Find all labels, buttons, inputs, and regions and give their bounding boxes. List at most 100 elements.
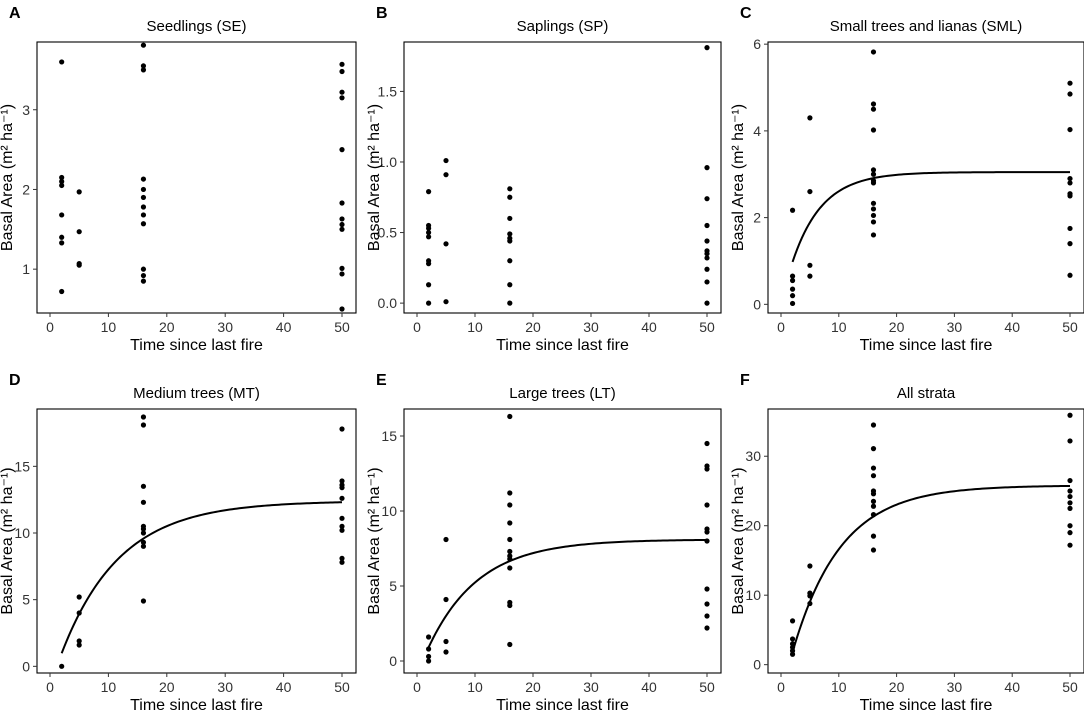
data-point bbox=[789, 651, 796, 657]
panel-f: F All strata 0 10 20 30 40 50 0 10 20 30 Time since … bbox=[730, 372, 1084, 714]
panel-title: Medium trees (MT) bbox=[133, 385, 260, 402]
x-tick-label: 40 bbox=[276, 679, 292, 695]
y-axis-label: Basal Area (m² ha⁻¹) bbox=[366, 104, 383, 251]
data-point bbox=[1067, 180, 1073, 186]
data-point bbox=[704, 466, 710, 472]
data-point bbox=[339, 478, 345, 484]
data-point bbox=[870, 180, 877, 186]
data-point bbox=[507, 258, 513, 264]
x-tick-label: 0 bbox=[777, 319, 785, 335]
data-point bbox=[1067, 126, 1073, 133]
x-tick-label: 50 bbox=[1062, 679, 1078, 695]
data-point bbox=[807, 262, 813, 268]
data-point bbox=[789, 277, 796, 284]
x-tick-label: 10 bbox=[101, 679, 117, 695]
y-tick-label: 15 bbox=[14, 458, 30, 474]
data-point bbox=[1067, 488, 1073, 494]
panel-title: Large trees (LT) bbox=[509, 385, 615, 402]
data-point bbox=[870, 212, 877, 219]
data-point bbox=[507, 238, 513, 244]
data-point bbox=[76, 642, 82, 648]
panel-letter: B bbox=[376, 5, 388, 22]
panel-letter: D bbox=[9, 372, 21, 389]
data-point bbox=[789, 273, 796, 279]
x-tick-label: 10 bbox=[831, 679, 847, 695]
data-point bbox=[140, 278, 147, 284]
y-tick-label: 1.5 bbox=[378, 83, 398, 99]
data-point bbox=[140, 526, 147, 532]
plot-frame bbox=[403, 41, 722, 314]
data-point bbox=[870, 206, 877, 212]
data-point bbox=[140, 530, 147, 536]
data-point bbox=[426, 225, 432, 231]
y-axis-label: Basal Area (m² ha⁻¹) bbox=[0, 467, 16, 614]
data-point bbox=[59, 288, 65, 295]
data-point bbox=[339, 265, 345, 271]
data-point bbox=[870, 49, 877, 55]
data-point bbox=[140, 598, 147, 604]
data-point bbox=[140, 67, 147, 73]
data-point bbox=[140, 543, 147, 549]
data-point bbox=[704, 45, 710, 51]
data-point bbox=[870, 498, 877, 504]
x-tick-label: 20 bbox=[525, 319, 541, 335]
y-tick-label: 15 bbox=[381, 428, 397, 444]
data-point bbox=[507, 548, 513, 555]
data-point bbox=[59, 174, 65, 181]
data-point bbox=[140, 42, 147, 48]
data-point bbox=[339, 485, 345, 491]
data-point bbox=[704, 440, 710, 447]
panel-letter: A bbox=[9, 5, 21, 22]
data-point bbox=[870, 547, 877, 553]
x-tick-label: 50 bbox=[334, 319, 350, 335]
data-point bbox=[1067, 272, 1073, 278]
data-point bbox=[339, 559, 345, 565]
data-point bbox=[1067, 175, 1073, 182]
data-point bbox=[339, 147, 345, 153]
data-point bbox=[789, 618, 796, 624]
x-tick-label: 30 bbox=[583, 679, 599, 695]
plot-frame bbox=[403, 408, 722, 674]
panel-title: Saplings (SP) bbox=[517, 18, 609, 35]
y-tick-label: 0.0 bbox=[378, 295, 398, 311]
data-point bbox=[1067, 438, 1073, 444]
data-point bbox=[426, 658, 432, 664]
data-point bbox=[870, 219, 877, 225]
y-tick-label: 1.0 bbox=[378, 154, 398, 170]
data-point bbox=[426, 653, 432, 660]
data-point bbox=[443, 157, 449, 164]
data-point bbox=[59, 59, 65, 65]
data-point bbox=[339, 216, 345, 222]
data-point bbox=[339, 426, 345, 432]
data-point bbox=[1067, 477, 1073, 484]
data-point bbox=[76, 229, 82, 235]
x-axis-label: Time since last fire bbox=[130, 337, 263, 354]
data-point bbox=[507, 186, 513, 192]
y-tick-label: 5 bbox=[22, 592, 30, 608]
y-tick-label: 2 bbox=[753, 210, 761, 226]
data-point bbox=[339, 200, 345, 206]
data-point bbox=[704, 300, 710, 306]
data-point bbox=[59, 212, 65, 218]
data-point bbox=[789, 293, 796, 299]
data-point bbox=[870, 446, 877, 452]
y-axis-label: Basal Area (m² ha⁻¹) bbox=[730, 467, 747, 614]
data-point bbox=[704, 601, 710, 607]
data-point bbox=[426, 229, 432, 236]
data-point bbox=[443, 536, 449, 543]
plot-frame bbox=[36, 408, 357, 674]
data-point bbox=[704, 529, 710, 535]
data-point bbox=[507, 413, 513, 420]
data-point bbox=[1067, 493, 1073, 500]
x-axis-label: Time since last fire bbox=[130, 697, 263, 714]
panel-title: Small trees and lianas (SML) bbox=[830, 18, 1023, 35]
data-point bbox=[59, 240, 65, 246]
panel-e: E Large trees (LT) 0 10 20 30 40 50 0 5 10 15 Time s… bbox=[366, 372, 722, 714]
panel-letter: F bbox=[740, 372, 750, 389]
data-point bbox=[140, 414, 147, 420]
y-tick-label: 30 bbox=[745, 448, 761, 464]
data-point bbox=[870, 167, 877, 173]
data-point bbox=[789, 300, 796, 307]
